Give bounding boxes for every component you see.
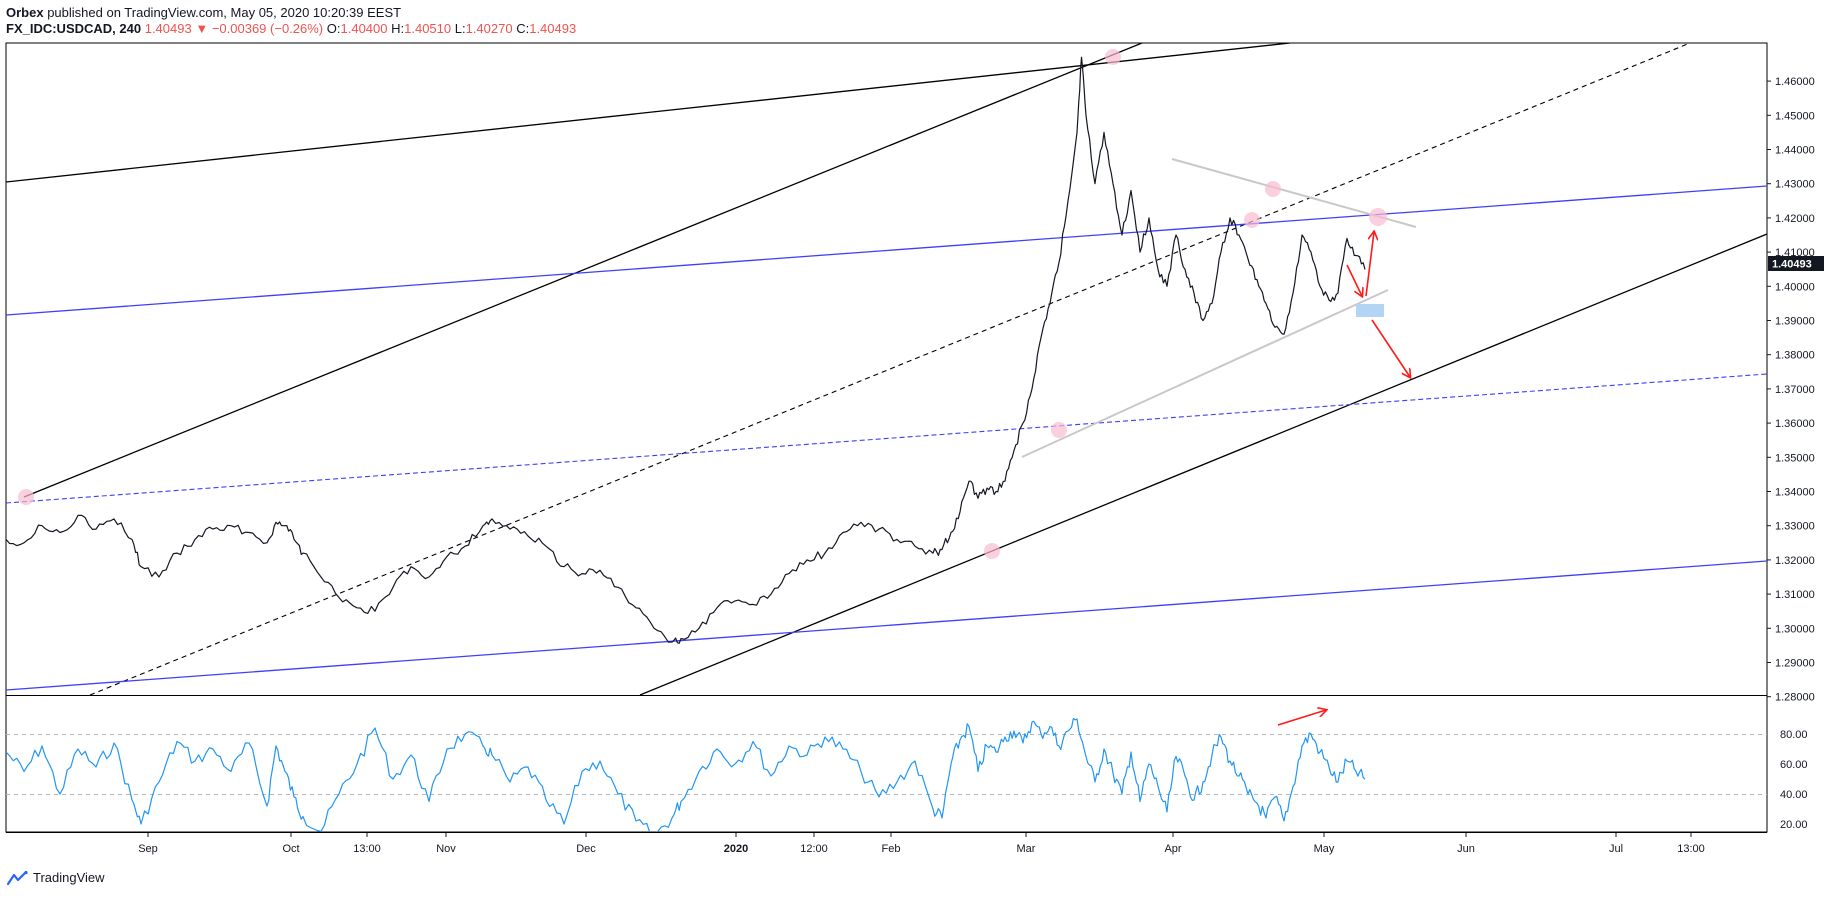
price-tick-label: 1.45000 [1775,110,1815,122]
dashed-mid-trendline [89,43,1691,695]
time-tick-label: 13:00 [1677,843,1705,855]
price-change: ▼ −0.00369 (−0.26%) [195,21,324,36]
time-tick-label: Jun [1457,843,1475,855]
pivot-highlight [1244,212,1260,228]
price-tick-label: 1.28000 [1775,692,1815,704]
lower-trendline [639,233,1767,695]
last-price-value: 1.40493 [144,21,192,36]
price-tick-label: 1.34000 [1775,487,1815,499]
price-tick-label: 1.43000 [1775,179,1815,191]
time-tick-label: 2020 [724,843,748,855]
arrow-up-to-resistance [1365,232,1374,297]
rsi-tick-label: 80.00 [1780,729,1808,741]
arrow-down-breakout [1371,319,1410,377]
drawings-layer [6,43,1767,695]
rsi-tick-label: 60.00 [1780,759,1808,771]
time-tick-label: 12:00 [800,843,828,855]
last-price-tag-text: 1.40493 [1772,259,1812,271]
upper-trendline [6,43,1291,183]
pivot-highlight [1369,208,1387,226]
price-tick-label: 1.29000 [1775,658,1815,670]
high-value: 1.40510 [404,21,452,36]
pivot-highlight [1265,181,1281,197]
low-value: 1.40270 [465,21,513,36]
price-tick-label: 1.37000 [1775,384,1815,396]
price-tick-label: 1.39000 [1775,316,1815,328]
blue-channel-lower [6,560,1767,691]
price-scale[interactable]: 1.460001.450001.440001.430001.420001.410… [1767,76,1815,704]
rsi-tick-label: 20.00 [1780,819,1808,831]
time-scale[interactable]: Sep Oct 13:00 Nov Dec 2020 12:00 Feb Mar Apr May Ju… [138,833,1705,855]
rsi-series-line [6,717,1366,832]
time-tick-label: Nov [436,843,456,855]
time-tick-label: Oct [282,843,299,855]
pivot-highlights [18,49,1387,559]
open-value: 1.40400 [340,21,388,36]
price-tick-label: 1.36000 [1775,418,1815,430]
plot-frame [5,42,1768,833]
time-tick-label: Mar [1017,843,1036,855]
price-tick-label: 1.33000 [1775,521,1815,533]
steep-trendline [23,43,1143,498]
close-value: 1.40493 [529,21,577,36]
tradingview-logo[interactable]: TradingView [7,870,105,886]
time-tick-label: Feb [882,843,901,855]
pivot-highlight [1105,49,1121,65]
price-series-line [6,56,1366,644]
pivot-highlight [984,543,1000,559]
time-tick-label: Jul [1609,843,1623,855]
triangle-lower [1021,289,1389,458]
rsi-scale[interactable]: 80.00 60.00 40.00 20.00 [1780,729,1808,831]
blue-channel-mid [6,373,1767,504]
chart-header-line1: Orbex published on TradingView.com, May … [6,5,401,21]
price-tick-label: 1.31000 [1775,589,1815,601]
published-info: published on TradingView.com, May 05, 20… [47,5,402,20]
low-label: L: [454,21,466,36]
time-tick-label: May [1314,843,1335,855]
price-tick-label: 1.42000 [1775,213,1815,225]
time-tick-label: Sep [138,843,158,855]
author-name[interactable]: Orbex [6,5,44,20]
pivot-highlight [18,489,34,505]
symbol-label: FX_IDC:USDCAD, 240 [6,21,142,36]
target-zone-box [1356,304,1384,317]
open-label: O: [326,21,341,36]
pivot-highlight [1051,422,1067,438]
price-tick-label: 1.46000 [1775,76,1815,88]
rsi-tick-label: 40.00 [1780,789,1808,801]
price-tick-label: 1.35000 [1775,452,1815,464]
price-tick-label: 1.44000 [1775,145,1815,157]
high-label: H: [391,21,405,36]
price-tick-label: 1.40000 [1775,281,1815,293]
blue-channel-upper [6,185,1767,316]
close-label: C: [516,21,530,36]
rsi-divergence-arrow [1277,710,1326,726]
arrow-down-to-support [1346,264,1362,296]
chart-header-line2: FX_IDC:USDCAD, 240 1.40493 ▼ −0.00369 (−… [6,21,576,37]
price-tick-label: 1.32000 [1775,555,1815,567]
price-tick-label: 1.30000 [1775,623,1815,635]
price-tick-label: 1.38000 [1775,350,1815,362]
time-tick-label: Apr [1164,843,1181,855]
time-tick-label: Dec [576,843,596,855]
time-tick-label: 13:00 [353,843,381,855]
last-price-tag [1768,256,1824,271]
tradingview-logo-icon [7,870,28,885]
tradingview-logo-text: TradingView [33,870,105,885]
